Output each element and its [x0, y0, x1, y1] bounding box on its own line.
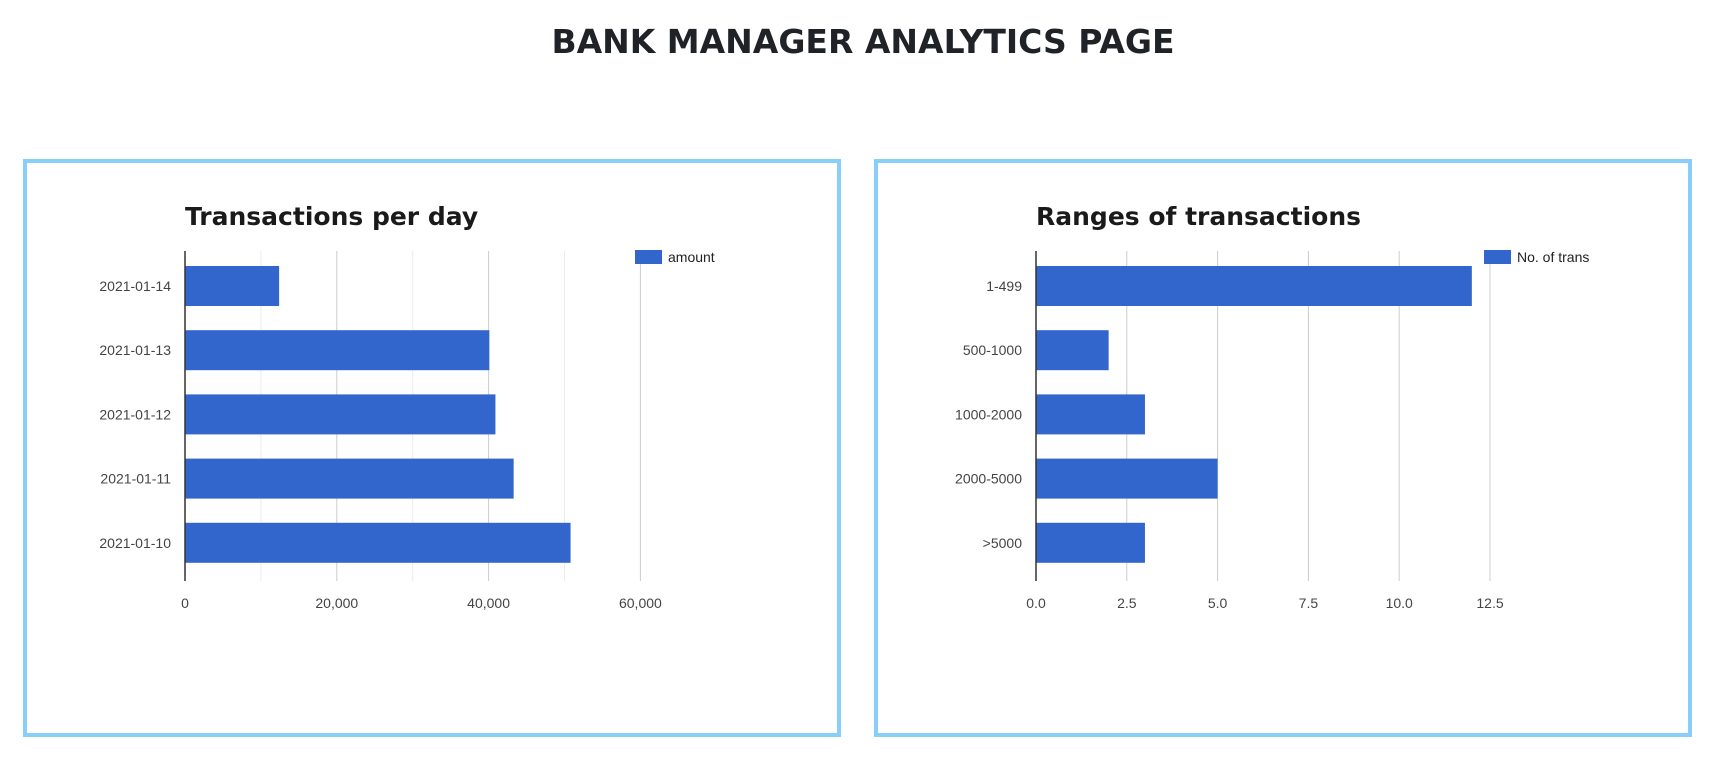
x-tick-label: 12.5	[1476, 595, 1503, 611]
bar-2021-01-14	[185, 266, 280, 306]
x-tick-label: 20,000	[315, 595, 358, 611]
category-label: 2021-01-13	[99, 342, 171, 358]
bar-500-1000	[1036, 330, 1109, 371]
ranges-of-transactions-chart: Ranges of transactions 1-499 500-1000 1000-…	[955, 202, 1589, 611]
x-tick-label: 10.0	[1386, 595, 1413, 611]
x-tick-label: 60,000	[619, 595, 662, 611]
legend-label: amount	[668, 249, 715, 265]
category-label: 2000-5000	[955, 471, 1022, 487]
x-tick-label: 40,000	[467, 595, 510, 611]
bar-2021-01-11	[185, 458, 514, 499]
x-tick-label: 5.0	[1208, 595, 1228, 611]
x-tick-label: 0	[181, 595, 189, 611]
bar-2000-5000	[1036, 458, 1218, 499]
x-tick-label: 0.0	[1026, 595, 1046, 611]
chart-title: Transactions per day	[185, 202, 478, 231]
transactions-per-day-card: Transactions per day 2021-01-14 2021-01-13…	[23, 159, 841, 737]
bar-2021-01-13	[185, 330, 490, 371]
transactions-per-day-chart: Transactions per day 2021-01-14 2021-01-13…	[99, 202, 715, 611]
category-label: >5000	[983, 535, 1023, 551]
bar-2021-01-12	[185, 394, 496, 435]
bar-2021-01-10	[185, 522, 571, 563]
page-title: BANK MANAGER ANALYTICS PAGE	[551, 22, 1175, 61]
legend-label: No. of trans	[1517, 249, 1589, 265]
category-label: 1000-2000	[955, 406, 1022, 422]
category-label: 1-499	[986, 278, 1022, 294]
legend-swatch	[635, 250, 662, 264]
bar-1-499	[1036, 266, 1472, 306]
category-label: 2021-01-11	[100, 471, 171, 487]
category-label: 2021-01-10	[99, 535, 171, 551]
category-label: 2021-01-14	[99, 278, 171, 294]
bar->5000	[1036, 522, 1145, 563]
ranges-of-transactions-card: Ranges of transactions 1-499 500-1000 1000-…	[874, 159, 1692, 737]
category-label: 2021-01-12	[99, 406, 171, 422]
category-label: 500-1000	[963, 342, 1022, 358]
bar-1000-2000	[1036, 394, 1145, 435]
chart-title: Ranges of transactions	[1036, 202, 1361, 231]
legend-swatch	[1484, 250, 1511, 264]
x-tick-label: 2.5	[1117, 595, 1137, 611]
x-tick-label: 7.5	[1299, 595, 1319, 611]
